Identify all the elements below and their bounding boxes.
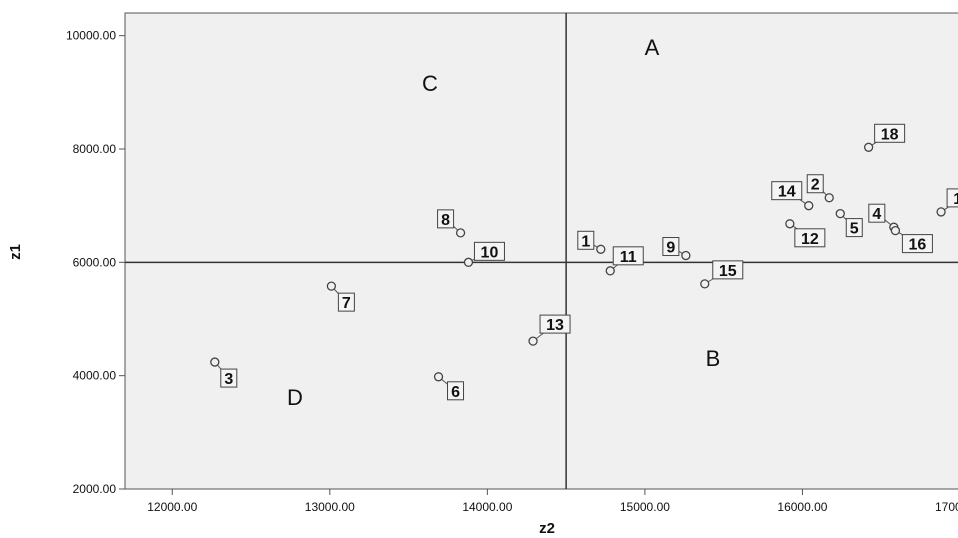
y-axis-title: z1 xyxy=(7,244,24,260)
data-point xyxy=(528,336,538,346)
point-label: 17 xyxy=(953,191,958,208)
y-axis-ticks: 2000.00 4000.00 6000.00 8000.00 10000.00 xyxy=(66,29,125,496)
x-tick-label: 15000.00 xyxy=(620,500,670,514)
data-point xyxy=(824,193,834,203)
point-label-box xyxy=(473,241,505,261)
point-label: 12 xyxy=(801,231,819,248)
x-tick-label: 14000.00 xyxy=(462,500,512,514)
point-label: 3 xyxy=(224,371,233,388)
x-axis-title: z2 xyxy=(539,520,555,537)
point-label: 1 xyxy=(581,233,590,250)
point-label-box xyxy=(447,381,465,401)
point-label-box xyxy=(220,368,238,388)
point-label-box xyxy=(874,123,906,143)
data-point xyxy=(785,219,795,229)
data-point xyxy=(863,142,874,152)
point-label: 18 xyxy=(881,126,899,143)
point-label: 11 xyxy=(620,249,637,266)
data-point xyxy=(890,225,901,236)
quadrant-label-a: A xyxy=(645,35,660,60)
point-label: 5 xyxy=(850,221,859,238)
point-label-box xyxy=(771,181,803,201)
point-label-box xyxy=(577,230,595,250)
x-axis-ticks: 12000.00 13000.00 14000.00 15000.00 16000.00… xyxy=(147,489,958,514)
point-label-box xyxy=(662,237,680,257)
point-label-box xyxy=(806,174,824,194)
y-tick-label: 10000.00 xyxy=(66,29,116,43)
data-point xyxy=(936,207,946,217)
x-tick-label: 17000.00 xyxy=(935,500,958,514)
point-label-box xyxy=(946,188,958,208)
x-tick-label: 16000.00 xyxy=(777,500,827,514)
point-label: 7 xyxy=(342,295,351,312)
data-point xyxy=(835,208,845,219)
data-point xyxy=(210,357,220,367)
point-label-box xyxy=(612,246,644,266)
data-point xyxy=(463,257,474,267)
point-label-box xyxy=(901,234,933,254)
quadrant-label-c: C xyxy=(422,71,438,96)
data-point xyxy=(605,266,615,276)
y-tick-label: 6000.00 xyxy=(73,255,117,269)
point-label-box xyxy=(845,218,863,238)
quadrant-label-b: B xyxy=(706,346,721,371)
y-tick-label: 4000.00 xyxy=(73,369,117,383)
data-point xyxy=(326,281,337,291)
data-point xyxy=(596,244,606,254)
quadrant-label-d: D xyxy=(287,385,303,410)
point-label: 14 xyxy=(778,184,796,201)
data-point xyxy=(700,279,710,289)
point-label-box xyxy=(337,292,355,312)
point-label: 8 xyxy=(441,212,450,229)
x-tick-label: 12000.00 xyxy=(147,500,197,514)
data-point xyxy=(455,228,466,238)
point-label: 15 xyxy=(719,263,737,280)
point-label-box xyxy=(794,228,826,248)
point-label: 9 xyxy=(666,240,675,257)
point-label: 6 xyxy=(451,384,460,401)
point-label: 16 xyxy=(909,237,927,254)
x-tick-label: 13000.00 xyxy=(305,500,355,514)
data-point xyxy=(804,201,814,211)
point-label-box xyxy=(539,314,571,334)
point-label: 2 xyxy=(811,177,820,194)
y-tick-label: 8000.00 xyxy=(73,142,117,156)
point-label-box xyxy=(712,260,744,280)
data-point xyxy=(681,250,691,261)
y-tick-label: 2000.00 xyxy=(73,482,117,496)
data-points: 123456789101112131415161718 xyxy=(210,123,958,401)
point-label: 4 xyxy=(872,206,881,223)
point-label-box xyxy=(437,209,455,229)
point-label-box xyxy=(868,203,886,223)
point-label: 10 xyxy=(481,244,499,261)
plot-background xyxy=(124,12,958,490)
data-point xyxy=(433,372,444,382)
point-label: 13 xyxy=(546,317,564,334)
